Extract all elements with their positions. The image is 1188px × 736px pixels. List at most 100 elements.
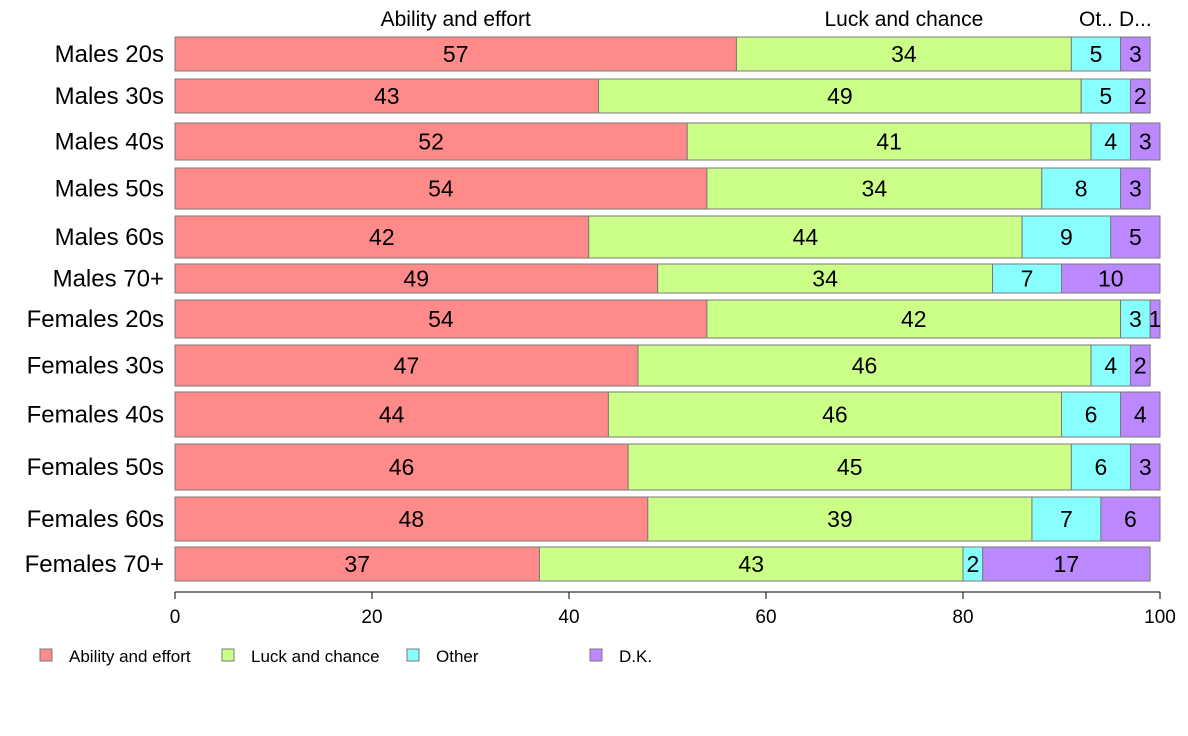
bar-value-luck-and-chance-females-30s: 46 [852,353,878,379]
bar-value-other-females-50s: 6 [1095,454,1108,480]
category-label-males-20s: Males 20s [55,41,164,68]
category-labels: Males 20s Males 30s Males 40s Males 50s Male… [25,41,164,578]
bar-other-males-20s [1070,36,1122,72]
bar-value-luck-and-chance-males-30s: 49 [827,83,853,109]
bar-value-d-k-females-40s: 4 [1134,402,1147,428]
category-label-males-40s: Males 40s [55,129,164,156]
bar-ability-and-effort-males-60s [174,215,590,259]
bar-value-other-females-30s: 4 [1104,353,1117,379]
bar-ability-and-effort-females-70 [174,546,540,582]
bar-luck-and-chance-males-40s [686,122,1092,161]
bar-value-d-k-males-50s: 3 [1129,176,1142,202]
bar-value-luck-and-chance-females-50s: 45 [837,454,863,480]
bar-d-k-females-70 [982,546,1151,582]
bar-d-k-males-60s [1110,215,1161,259]
bar-other-females-40s [1061,391,1122,438]
bar-value-d-k-males-20s: 3 [1129,41,1142,67]
bar-value-ability-and-effort-females-60s: 48 [399,506,425,532]
bar-d-k-males-40s [1129,122,1161,161]
bar-value-ability-and-effort-males-60s: 42 [369,224,395,250]
category-label-males-70: Males 70+ [53,266,164,293]
category-label-females-40s: Females 40s [27,402,164,429]
category-label-males-50s: Males 50s [55,176,164,203]
legend-label-luck-and-chance: Luck and chance [251,647,380,666]
x-axis: 0 20 40 60 80 100 [170,591,1176,628]
bar-d-k-females-30s [1129,344,1151,387]
x-tick-label-100: 100 [1144,607,1176,628]
bar-value-luck-and-chance-males-60s: 44 [793,224,819,250]
bar-luck-and-chance-males-70 [657,263,994,294]
category-label-males-60s: Males 60s [55,224,164,251]
bar-value-luck-and-chance-females-70: 43 [738,551,764,577]
category-label-males-30s: Males 30s [55,83,164,110]
bar-other-males-30s [1080,78,1131,114]
column-header-labels: Ability and effort Luck and chance Ot.. D..… [381,8,1152,31]
bar-value-other-males-50s: 8 [1075,176,1088,202]
bar-value-ability-and-effort-females-20s: 54 [428,306,454,332]
bar-luck-and-chance-females-20s [706,299,1122,339]
bar-ability-and-effort-females-60s [174,496,649,542]
x-tick-label-0: 0 [170,607,181,628]
x-tick-label-60: 60 [755,607,776,628]
bar-value-other-males-40s: 4 [1104,129,1117,155]
bar-other-females-50s [1070,443,1131,491]
bar-luck-and-chance-males-30s [598,78,1082,114]
legend-swatch-ability-and-effort [39,648,53,662]
column-header-d-k: D... [1119,8,1152,31]
category-label-females-30s: Females 30s [27,353,164,380]
legend-swatch-d-k [589,648,603,662]
bar-ability-and-effort-males-50s [174,167,708,210]
bar-value-ability-and-effort-females-40s: 44 [379,402,405,428]
bar-ability-and-effort-females-20s [174,299,708,339]
x-tick-label-80: 80 [952,607,973,628]
bar-luck-and-chance-females-60s [647,496,1033,542]
bar-value-luck-and-chance-females-20s: 42 [901,306,927,332]
bar-value-luck-and-chance-females-40s: 46 [822,402,848,428]
bar-luck-and-chance-females-40s [607,391,1063,438]
bar-value-luck-and-chance-males-70: 34 [812,266,838,292]
bar-value-luck-and-chance-males-40s: 41 [876,129,902,155]
bar-other-males-70 [992,263,1062,294]
bar-value-luck-and-chance-females-60s: 39 [827,506,853,532]
legend-label-other: Other [436,647,479,666]
bar-value-other-males-70: 7 [1021,266,1034,292]
bar-d-k-males-70 [1061,263,1161,294]
bar-value-ability-and-effort-females-50s: 46 [389,454,415,480]
bar-value-ability-and-effort-females-70: 37 [344,551,370,577]
bar-value-ability-and-effort-males-40s: 52 [418,129,444,155]
bar-value-d-k-females-20s: 1 [1149,306,1162,332]
bar-d-k-females-20s [1149,299,1161,339]
bar-value-d-k-females-50s: 3 [1139,454,1152,480]
category-label-females-50s: Females 50s [27,454,164,481]
legend-swatch-other [406,648,420,662]
column-header-ability-and-effort: Ability and effort [381,8,531,31]
bar-ability-and-effort-females-50s [174,443,629,491]
bar-luck-and-chance-females-30s [637,344,1092,387]
bar-value-other-females-70: 2 [966,551,979,577]
bar-luck-and-chance-females-70 [538,546,964,582]
x-tick-label-40: 40 [558,607,579,628]
category-label-females-20s: Females 20s [27,306,164,333]
bar-ability-and-effort-females-40s [174,391,609,438]
bar-value-luck-and-chance-males-20s: 34 [891,41,917,67]
bar-d-k-males-30s [1129,78,1151,114]
bar-value-ability-and-effort-females-30s: 47 [394,353,420,379]
bar-other-males-60s [1021,215,1112,259]
bar-ability-and-effort-males-30s [174,78,600,114]
bar-value-ability-and-effort-males-20s: 57 [443,41,469,67]
bar-value-ability-and-effort-males-50s: 54 [428,176,454,202]
bar-value-ability-and-effort-males-30s: 43 [374,83,400,109]
legend-label-ability-and-effort: Ability and effort [69,647,191,666]
category-label-females-60s: Females 60s [27,506,164,533]
bar-other-females-30s [1090,344,1131,387]
bar-value-other-males-60s: 9 [1060,224,1073,250]
bar-value-d-k-males-70: 10 [1098,266,1124,292]
bar-d-k-females-50s [1129,443,1161,491]
bar-value-d-k-females-60s: 6 [1124,506,1137,532]
column-header-luck-and-chance: Luck and chance [825,8,984,31]
x-tick-label-20: 20 [361,607,382,628]
bar-value-d-k-females-70: 17 [1054,551,1080,577]
column-header-other: Ot.. [1079,8,1113,31]
